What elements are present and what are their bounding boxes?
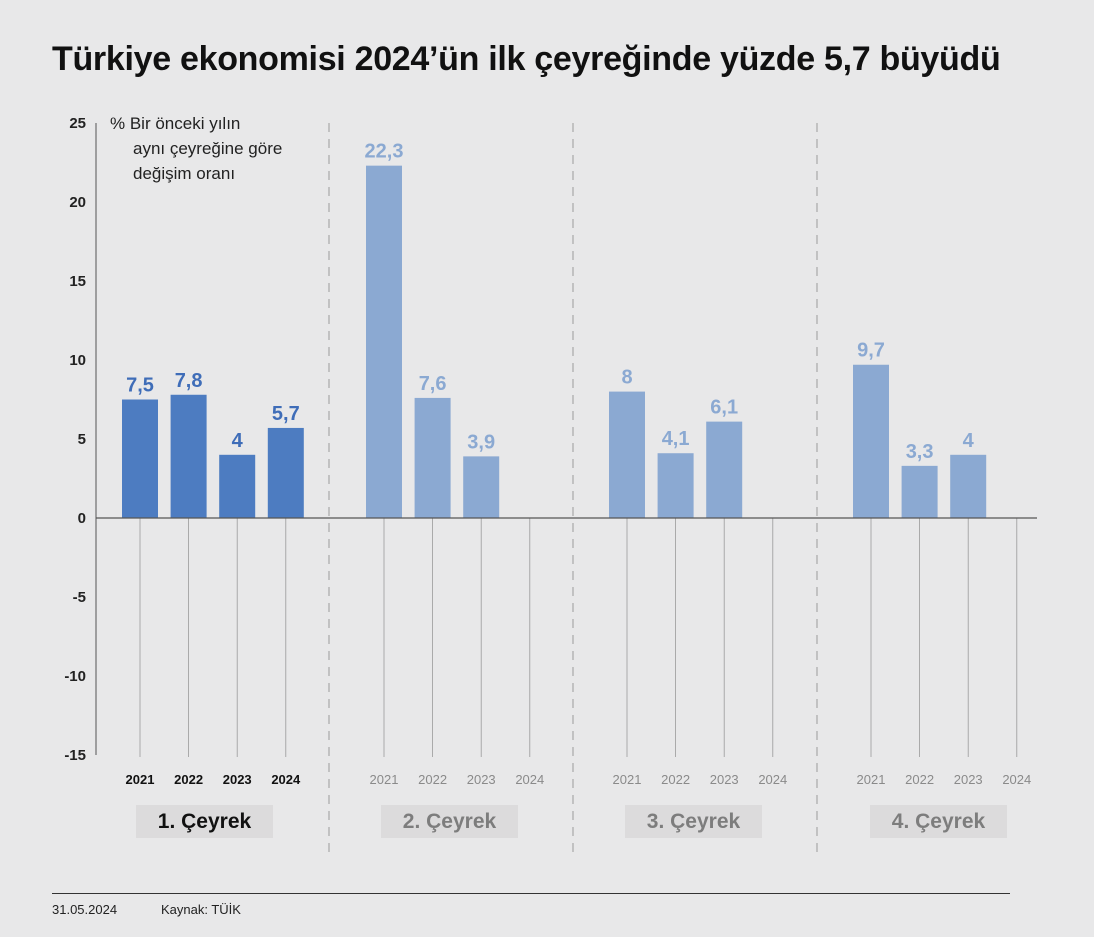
- data-label: 7,5: [126, 375, 154, 397]
- y-tick-label: 15: [69, 273, 86, 290]
- x-tick-label: 2021: [126, 772, 155, 787]
- x-tick-label: 2024: [758, 772, 787, 787]
- bar: [267, 427, 304, 518]
- bar: [657, 453, 694, 518]
- y-axis-label: aynı çeyreğine göre: [133, 139, 282, 158]
- bar: [706, 421, 743, 518]
- y-tick-label: -10: [64, 668, 86, 685]
- x-tick-label: 2023: [954, 772, 983, 787]
- footer-source: Kaynak: TÜİK: [161, 902, 241, 917]
- bar: [366, 165, 402, 518]
- data-label: 4,1: [662, 428, 690, 450]
- quarter-label: 3. Çeyrek: [625, 805, 762, 838]
- bar: [122, 399, 158, 518]
- y-axis-label: % Bir önceki yılın: [110, 114, 240, 133]
- bar: [950, 454, 987, 518]
- x-tick-label: 2021: [613, 772, 642, 787]
- y-tick-label: -15: [64, 747, 86, 764]
- bar: [901, 465, 938, 518]
- x-tick-label: 2022: [418, 772, 447, 787]
- footer-divider: [52, 893, 1010, 894]
- data-label: 8: [621, 367, 632, 389]
- y-tick-label: -5: [73, 589, 86, 606]
- data-label: 6,1: [710, 397, 738, 419]
- x-tick-label: 2024: [271, 772, 301, 787]
- data-label: 3,3: [906, 441, 934, 463]
- x-tick-label: 2022: [174, 772, 203, 787]
- y-tick-label: 25: [69, 115, 86, 132]
- y-tick-label: 0: [78, 510, 86, 527]
- x-tick-label: 2021: [370, 772, 399, 787]
- quarter-label: 2. Çeyrek: [381, 805, 518, 838]
- bar: [463, 456, 500, 518]
- data-label: 4: [963, 430, 975, 452]
- x-tick-label: 2023: [223, 772, 252, 787]
- y-axis-label: değişim oranı: [133, 164, 235, 183]
- data-label: 3,9: [467, 431, 495, 453]
- chart-title: Türkiye ekonomisi 2024’ün ilk çeyreğinde…: [52, 40, 1001, 78]
- footer-date: 31.05.2024: [52, 902, 118, 917]
- x-tick-label: 2022: [905, 772, 934, 787]
- x-tick-label: 2024: [1002, 772, 1031, 787]
- data-label: 7,8: [175, 370, 203, 392]
- x-tick-label: 2024: [515, 772, 544, 787]
- x-tick-label: 2022: [661, 772, 690, 787]
- bar: [853, 364, 889, 518]
- data-label: 5,7: [272, 403, 300, 425]
- bar: [170, 394, 207, 518]
- quarter-label: 4. Çeyrek: [870, 805, 1007, 838]
- data-label: 9,7: [857, 340, 885, 362]
- data-label: 7,6: [419, 373, 447, 395]
- bar: [219, 454, 256, 518]
- data-label: 22,3: [365, 141, 404, 163]
- y-tick-label: 5: [78, 431, 86, 448]
- quarter-label: 1. Çeyrek: [136, 805, 273, 838]
- x-tick-label: 2021: [857, 772, 886, 787]
- x-tick-label: 2023: [467, 772, 496, 787]
- data-label: 4: [232, 430, 244, 452]
- bar: [414, 397, 451, 518]
- x-tick-label: 2023: [710, 772, 739, 787]
- bar: [609, 391, 645, 518]
- y-tick-label: 10: [69, 352, 86, 369]
- y-tick-label: 20: [69, 194, 86, 211]
